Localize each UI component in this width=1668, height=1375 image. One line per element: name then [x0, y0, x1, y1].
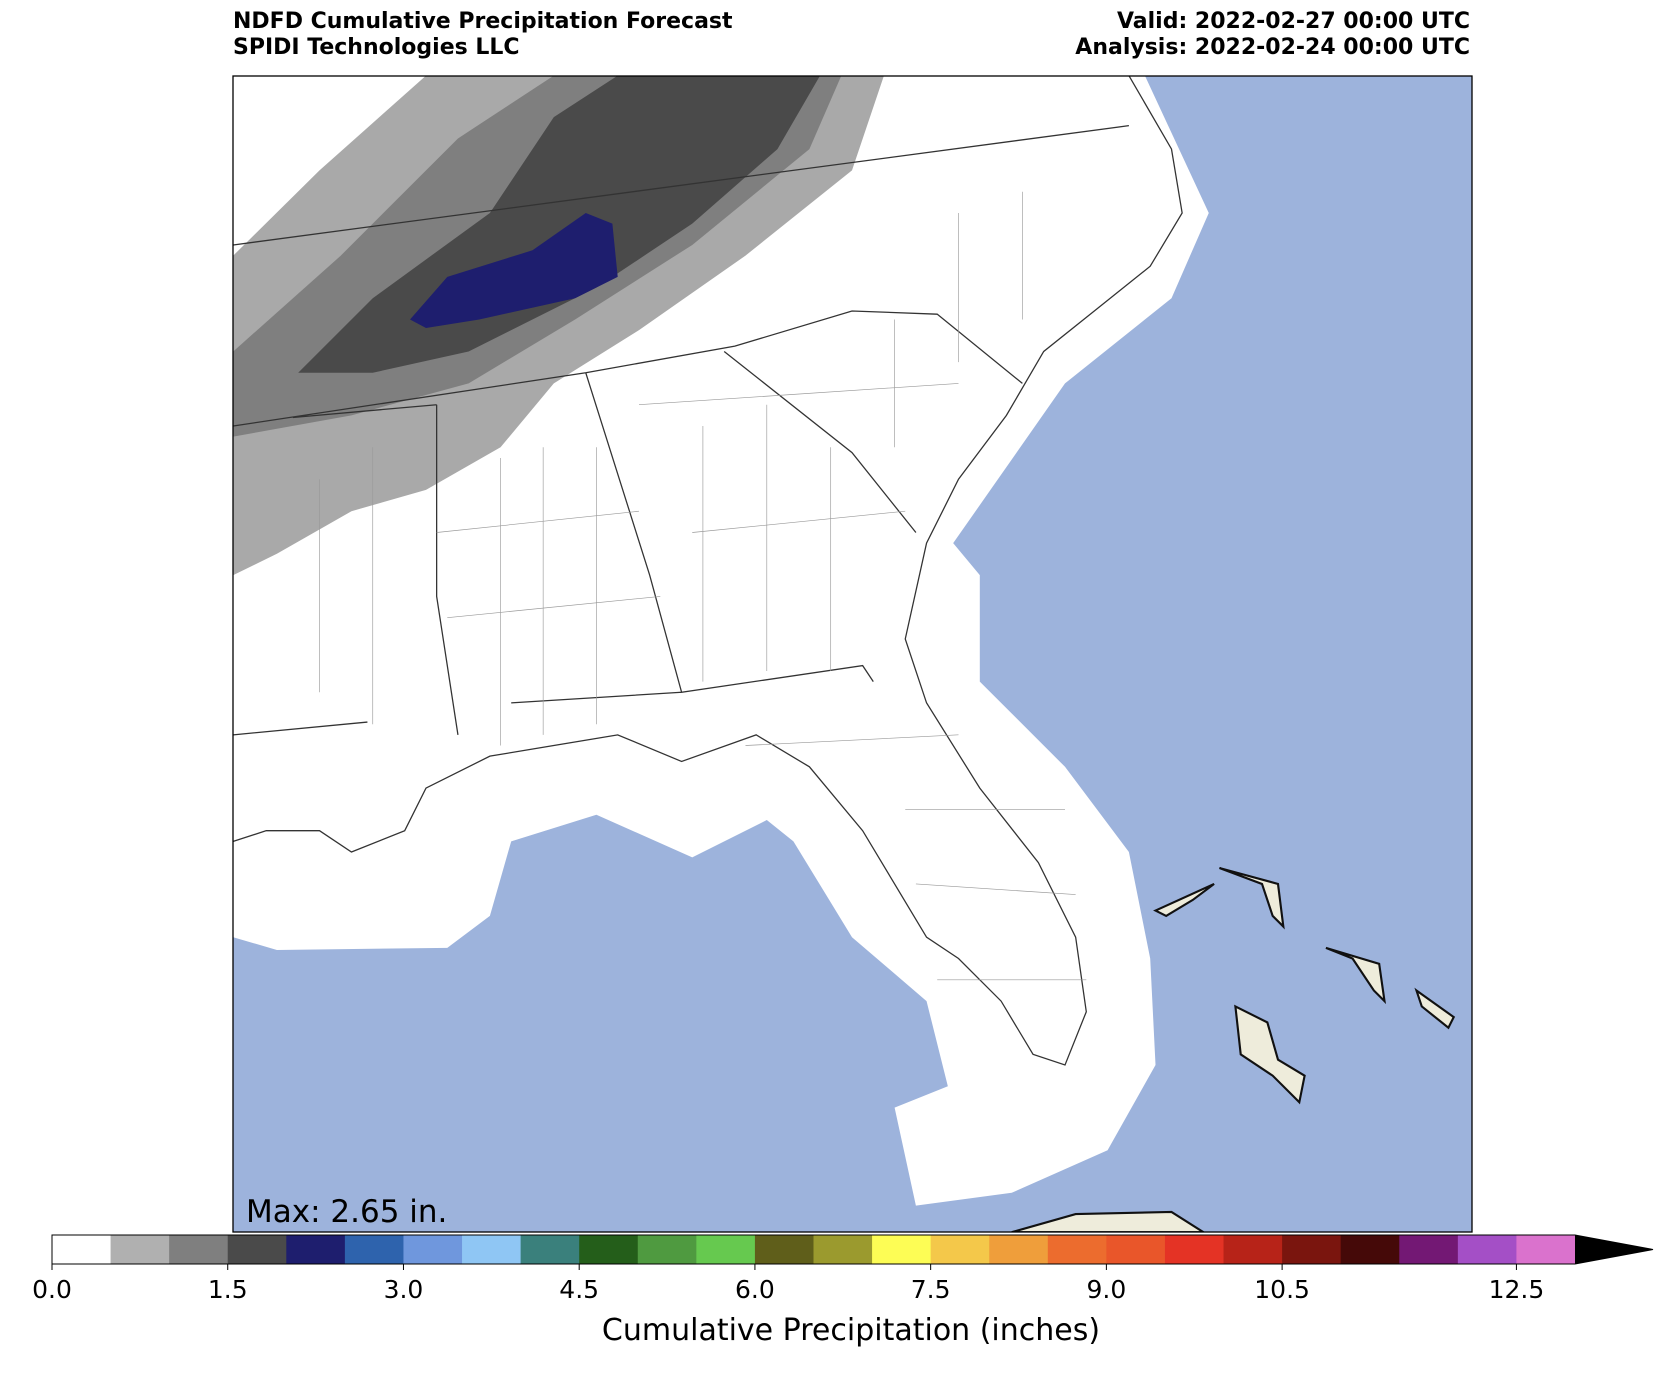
colorbar-bin: [520, 1235, 580, 1264]
precip-heavy: [410, 213, 618, 329]
colorbar-bin: [1164, 1235, 1225, 1264]
colorbar-bin: [754, 1235, 814, 1264]
colorbar-bin: [813, 1235, 873, 1264]
colorbar-bin: [1399, 1235, 1459, 1264]
colorbar-tick-label: 1.5: [208, 1275, 248, 1304]
colorbar-bin: [1106, 1235, 1166, 1264]
colorbar-bin: [286, 1235, 346, 1264]
colorbar-bin: [344, 1235, 404, 1264]
colorbar-bin: [462, 1235, 522, 1264]
colorbar-bin: [169, 1235, 229, 1264]
colorbar-bin: [1457, 1235, 1517, 1264]
map-frame: [232, 75, 1473, 1233]
colorbar-tick-label: 7.5: [911, 1275, 951, 1304]
colorbar-bin: [696, 1235, 756, 1264]
colorbar-label: Cumulative Precipitation (inches): [602, 1313, 1100, 1348]
map-title: NDFD Cumulative Precipitation Forecast: [233, 9, 733, 34]
colorbar-bin: [110, 1235, 170, 1264]
colorbar-extension: [1575, 1235, 1653, 1264]
colorbar-bin: [1340, 1235, 1400, 1264]
colorbar-bin: [1282, 1235, 1342, 1264]
colorbar-bin: [403, 1235, 463, 1264]
colorbar-tick-label: 10.5: [1254, 1275, 1310, 1304]
colorbar-bin: [227, 1235, 287, 1264]
colorbar-bin: [52, 1235, 112, 1264]
coastline: [233, 76, 1183, 1066]
colorbar-bin: [1047, 1235, 1107, 1264]
colorbar-outline: [51, 1234, 1654, 1265]
analysis-time: Analysis: 2022-02-24 00:00 UTC: [1075, 35, 1470, 60]
colorbar-tick-label: 6.0: [735, 1275, 775, 1304]
valid-time: Valid: 2022-02-27 00:00 UTC: [1117, 9, 1470, 34]
map: [233, 76, 1472, 1232]
colorbar-bin: [637, 1235, 697, 1264]
colorbar-bin: [1516, 1235, 1576, 1264]
colorbar: 0.0 1.5 3.0 4.5 6.0 7.5 9.0 10.5 12.5: [32, 1234, 1654, 1304]
county-lines: [319, 191, 1087, 981]
colorbar-tick-label: 0.0: [32, 1275, 72, 1304]
colorbar-tick-label: 4.5: [559, 1275, 599, 1304]
colorbar-bin: [579, 1235, 639, 1264]
map-source: SPIDI Technologies LLC: [233, 35, 520, 60]
colorbar-tick-label: 9.0: [1087, 1275, 1127, 1304]
max-label: Max: 2.65 in.: [246, 1194, 447, 1230]
bahamas: [1011, 866, 1456, 1232]
colorbar-tick-label: 12.5: [1489, 1275, 1545, 1304]
colorbar-bin: [989, 1235, 1049, 1264]
colorbar-tick-label: 3.0: [384, 1275, 424, 1304]
colorbar-bin: [872, 1235, 932, 1264]
colorbar-bin: [1223, 1235, 1283, 1264]
map-layers: [233, 76, 1472, 1232]
colorbar-bin: [930, 1235, 990, 1264]
